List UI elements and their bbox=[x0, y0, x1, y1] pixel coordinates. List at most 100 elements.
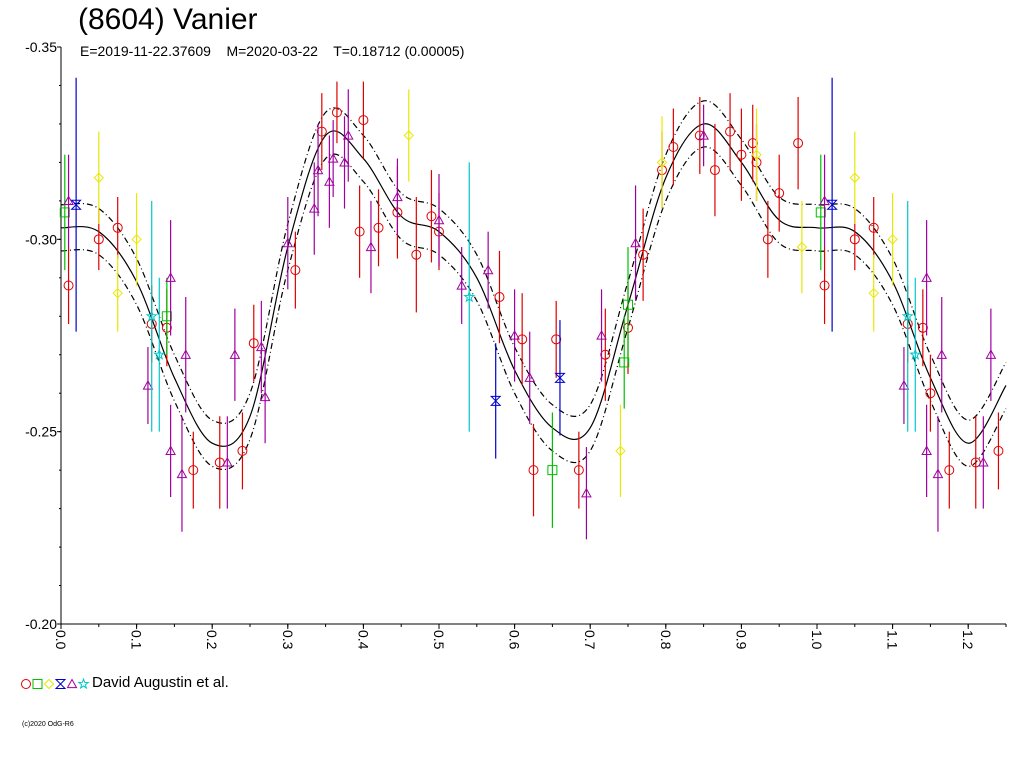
data-point bbox=[312, 164, 324, 175]
data-point bbox=[528, 465, 539, 476]
data-point bbox=[180, 349, 192, 359]
data-point bbox=[255, 341, 267, 352]
chart-title: (8604) Vanier bbox=[78, 3, 258, 36]
data-point bbox=[694, 130, 705, 141]
data-point bbox=[93, 234, 104, 245]
data-point bbox=[698, 129, 709, 140]
data-point bbox=[581, 487, 592, 498]
data-point bbox=[365, 241, 377, 252]
data-point bbox=[619, 357, 630, 368]
data-point bbox=[925, 388, 936, 399]
data-point bbox=[921, 445, 932, 455]
data-point bbox=[339, 156, 350, 167]
x-tick-label: 0.9 bbox=[733, 630, 749, 650]
legend-symbol-circle bbox=[21, 679, 31, 689]
data-point bbox=[596, 329, 607, 340]
data-point bbox=[736, 149, 747, 160]
data-point bbox=[373, 222, 384, 233]
x-tick-label: 0.7 bbox=[582, 630, 598, 650]
data-point bbox=[392, 191, 403, 202]
data-point bbox=[433, 214, 445, 225]
series-star bbox=[145, 162, 922, 432]
data-point bbox=[327, 153, 339, 163]
data-point bbox=[482, 264, 494, 275]
data-point bbox=[165, 445, 176, 455]
data-point bbox=[921, 272, 932, 282]
data-point bbox=[358, 115, 369, 126]
legend-symbol-hourglass bbox=[54, 679, 67, 689]
series-triangle bbox=[63, 89, 997, 540]
x-tick-label: 0.0 bbox=[53, 630, 69, 650]
legend-symbols bbox=[21, 677, 90, 690]
data-point bbox=[176, 468, 188, 479]
data-point bbox=[426, 211, 437, 222]
data-point bbox=[229, 349, 241, 359]
series-circle bbox=[63, 81, 1004, 517]
data-point bbox=[725, 126, 736, 137]
data-point bbox=[93, 172, 105, 183]
y-tick-label: -0.25 bbox=[25, 424, 57, 440]
data-point bbox=[819, 280, 830, 291]
data-point bbox=[63, 280, 74, 291]
data-point bbox=[282, 237, 294, 248]
data-point bbox=[547, 465, 558, 476]
data-point bbox=[316, 126, 327, 137]
x-tick-label: 1.0 bbox=[809, 630, 825, 650]
data-point bbox=[623, 299, 633, 310]
data-point bbox=[638, 249, 649, 260]
data-point bbox=[868, 287, 879, 299]
data-point bbox=[849, 172, 861, 183]
data-point bbox=[774, 188, 785, 199]
data-point bbox=[463, 290, 476, 303]
data-point bbox=[165, 272, 176, 282]
data-point bbox=[656, 157, 668, 168]
y-tick-label: -0.20 bbox=[25, 616, 57, 632]
x-tick-label: 0.1 bbox=[129, 630, 145, 650]
data-point bbox=[489, 395, 502, 406]
data-point bbox=[600, 349, 611, 360]
chart-subtitle: E=2019-11-22.37609 M=2020-03-22 T=0.1871… bbox=[80, 43, 465, 59]
data-point bbox=[153, 348, 166, 360]
data-point bbox=[909, 348, 922, 360]
series-hourglass bbox=[70, 77, 838, 459]
axis-ticks: -0.35 -0.30 -0.25 -0.200.0 0.1 0.2 0.3 0.4 0.5 0.… bbox=[25, 39, 1007, 650]
plot-axes bbox=[60, 47, 1006, 625]
data-point bbox=[849, 234, 860, 245]
data-point bbox=[308, 203, 320, 213]
x-tick-label: 1.1 bbox=[885, 630, 901, 650]
data-point bbox=[917, 322, 928, 333]
data-point bbox=[985, 349, 997, 359]
data-point bbox=[290, 265, 301, 276]
y-tick-label: -0.35 bbox=[25, 39, 57, 55]
data-point bbox=[221, 456, 233, 467]
x-tick-label: 0.3 bbox=[280, 630, 296, 650]
data-points bbox=[59, 77, 1004, 540]
data-point bbox=[668, 142, 679, 153]
legend-label: David Augustin et al. bbox=[92, 674, 229, 691]
data-point bbox=[524, 372, 536, 382]
data-point bbox=[615, 445, 626, 457]
x-tick-label: 0.4 bbox=[355, 630, 371, 650]
data-point bbox=[932, 468, 944, 479]
data-point bbox=[342, 129, 354, 140]
data-point bbox=[709, 165, 720, 176]
data-point bbox=[259, 391, 271, 402]
series-diamond bbox=[93, 89, 898, 498]
data-point bbox=[898, 379, 910, 390]
copyright-note: (c)2020 OdG-R6 bbox=[22, 721, 74, 728]
data-point bbox=[887, 234, 898, 245]
data-point bbox=[59, 207, 70, 218]
data-point bbox=[977, 456, 989, 467]
data-point bbox=[494, 292, 505, 303]
data-point bbox=[403, 130, 414, 141]
model-curve-lower bbox=[60, 146, 1007, 470]
data-point bbox=[815, 207, 826, 218]
data-point bbox=[751, 149, 762, 160]
data-point bbox=[70, 199, 82, 210]
model-curves bbox=[60, 100, 1007, 470]
x-tick-label: 0.2 bbox=[204, 630, 220, 650]
legend-symbol-star bbox=[77, 677, 90, 690]
data-point bbox=[112, 222, 123, 233]
x-tick-label: 0.6 bbox=[507, 630, 523, 650]
